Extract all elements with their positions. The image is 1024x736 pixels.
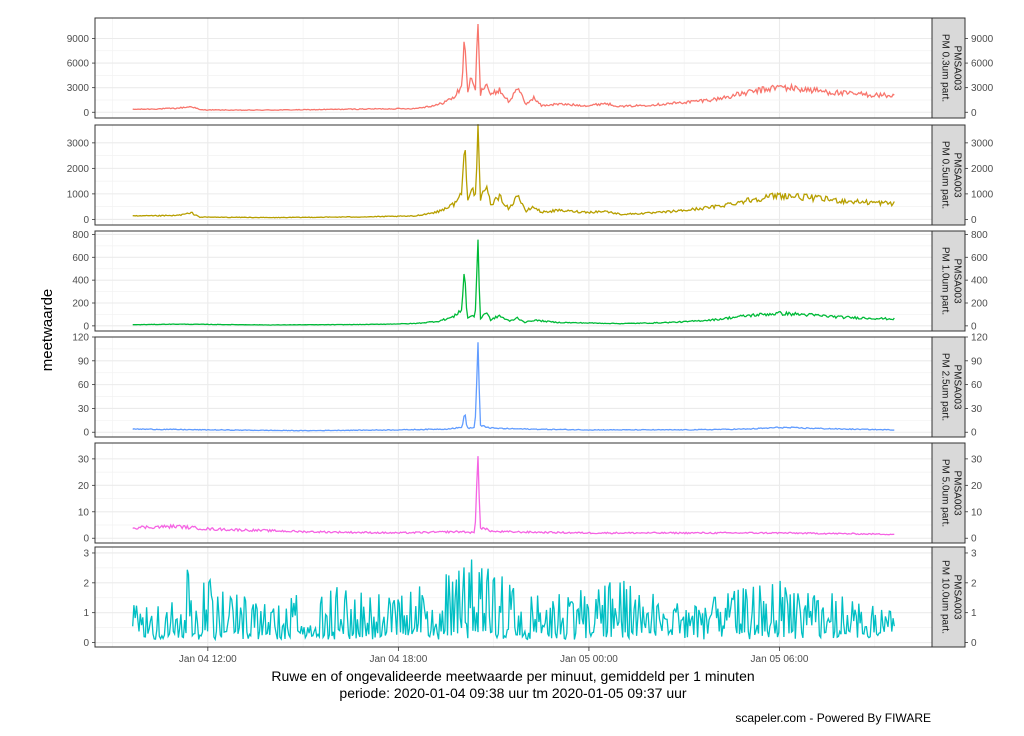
x-tick-label: Jan 04 18:00 [369,654,427,665]
chart-caption-line2: periode: 2020-01-04 09:38 uur tm 2020-01… [339,685,686,701]
facet-strip [931,442,966,544]
panel-background [95,337,932,437]
facet-strip-label-line2: PM 5.0um part. [940,459,951,527]
series-line [132,456,895,536]
facet-strip-label-line1: PMSA003 [952,470,963,515]
y-tick-label-right: 200 [971,299,988,310]
y-tick-label-right: 600 [971,253,988,264]
y-tick-label-left: 1 [83,608,89,619]
y-tick-label-right: 0 [971,108,977,119]
y-tick-label-right: 2 [971,578,977,589]
y-tick-label-right: 800 [971,230,988,241]
y-tick-label-left: 0 [83,638,89,649]
y-axis-title: meetwaarde [39,289,56,372]
y-tick-label-right: 30 [971,404,983,415]
y-tick-label-right: 0 [971,215,977,226]
y-tick-label-right: 0 [971,638,977,649]
y-tick-label-right: 10 [971,507,983,518]
y-tick-label-right: 400 [971,276,988,287]
y-tick-label-left: 800 [72,230,89,241]
facet-strip-label-line1: PMSA003 [952,45,963,90]
y-tick-label-left: 60 [78,380,90,391]
series-line [132,239,895,326]
facet-strip-label-line2: PM 10.0um part. [940,560,951,634]
y-tick-label-left: 600 [72,253,89,264]
y-tick-label-left: 2 [83,578,89,589]
y-tick-label-left: 10 [78,507,90,518]
y-tick-label-right: 90 [971,356,983,367]
facet-strip-label-line2: PM 0.3um part. [940,34,951,102]
x-tick-label: Jan 05 06:00 [751,654,809,665]
facet-strip [931,546,966,648]
x-tick-label: Jan 05 00:00 [560,654,618,665]
y-tick-label-left: 0 [83,428,89,439]
y-tick-label-left: 90 [78,356,90,367]
facet-strip [931,17,966,119]
facet-strip [931,230,966,332]
series-line [132,23,895,112]
y-tick-label-right: 60 [971,380,983,391]
y-tick-label-left: 30 [78,404,90,415]
y-tick-label-right: 0 [971,534,977,545]
y-tick-label-left: 3000 [67,83,90,94]
y-tick-label-left: 0 [83,534,89,545]
y-tick-label-left: 0 [83,321,89,332]
y-tick-label-right: 1 [971,608,977,619]
y-tick-label-left: 0 [83,215,89,226]
chart-caption-line1: Ruwe en of ongevalideerde meetwaarde per… [271,668,754,684]
series-line [132,559,895,642]
y-tick-label-right: 3 [971,548,977,559]
y-tick-label-right: 20 [971,481,983,492]
facet-strip-label-line1: PMSA003 [952,152,963,197]
y-tick-label-left: 9000 [67,34,90,45]
x-tick-label: Jan 04 12:00 [179,654,237,665]
y-tick-label-left: 400 [72,276,89,287]
y-tick-label-left: 20 [78,481,90,492]
panel-background [95,443,932,543]
y-tick-label-left: 0 [83,108,89,119]
y-tick-label-right: 0 [971,428,977,439]
facet-strip [931,124,966,226]
facet-strip-label-line1: PMSA003 [952,364,963,409]
panel-background [95,18,932,118]
y-tick-label-left: 30 [78,454,90,465]
y-tick-label-left: 200 [72,299,89,310]
y-tick-label-right: 6000 [971,59,994,70]
y-tick-label-right: 0 [971,321,977,332]
panel-background [95,125,932,225]
facet-strip-label-line1: PMSA003 [952,574,963,619]
facet-strip [931,336,966,438]
chart-footer: scapeler.com - Powered By FIWARE [735,711,931,725]
y-tick-label-right: 3000 [971,138,994,149]
facet-strip-label-line1: PMSA003 [952,258,963,303]
series-line [132,124,895,219]
y-tick-label-left: 6000 [67,59,90,70]
y-tick-label-right: 120 [971,333,988,344]
x-axis: Jan 04 12:00 Jan 04 18:00 Jan 05 00:00 Jan … [179,647,809,665]
facet-strip-label-line2: PM 0.5um part. [940,141,951,209]
series-line [132,342,895,432]
facet-strip-label-line2: PM 2.5um part. [940,353,951,421]
y-tick-label-left: 3000 [67,138,90,149]
y-tick-label-right: 2000 [971,164,994,175]
y-tick-label-right: 9000 [971,34,994,45]
y-tick-label-left: 120 [72,333,89,344]
y-tick-label-left: 3 [83,548,89,559]
y-tick-label-left: 2000 [67,164,90,175]
facet-strip-label-line2: PM 1.0um part. [940,247,951,315]
y-tick-label-left: 1000 [67,189,90,200]
y-tick-label-right: 1000 [971,189,994,200]
y-tick-label-right: 3000 [971,83,994,94]
y-tick-label-right: 30 [971,454,983,465]
